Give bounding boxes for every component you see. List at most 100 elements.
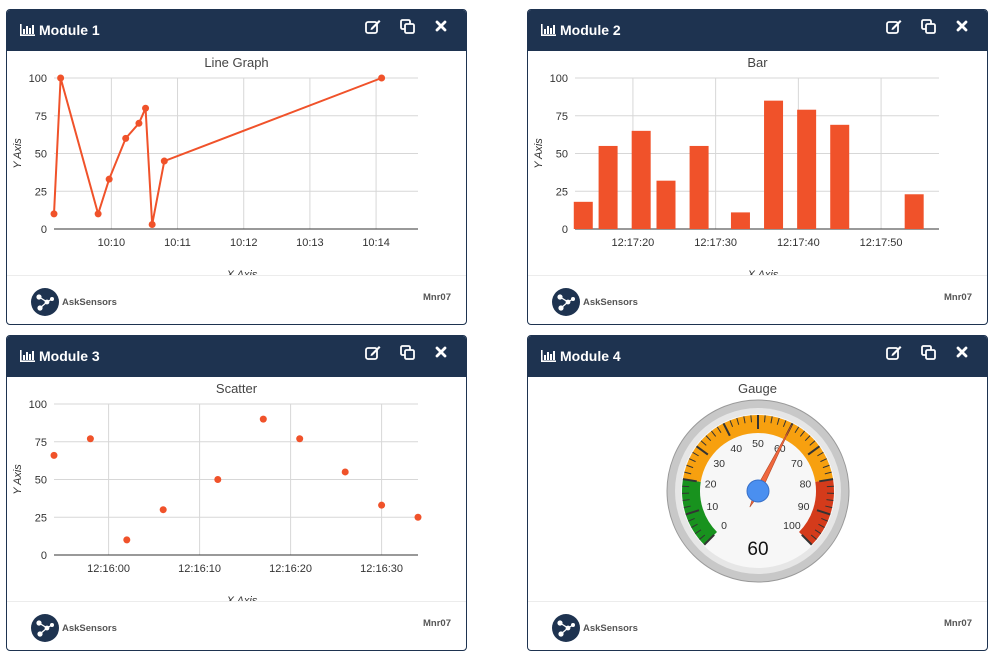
panel-footer: AskSensors Mnr07 xyxy=(528,601,987,650)
brand-name: AskSensors xyxy=(583,622,638,634)
panel-footer: AskSensors Mnr07 xyxy=(7,275,466,324)
close-button[interactable] xyxy=(945,19,979,41)
gauge-minor-tick xyxy=(809,440,816,446)
duplicate-icon xyxy=(399,345,415,360)
gauge-minor-tick xyxy=(763,415,766,423)
y-tick-label: 100 xyxy=(29,399,47,411)
footer-logo[interactable]: AskSensors xyxy=(31,288,117,316)
gauge-minor-tick xyxy=(818,523,825,529)
gauge-scale-label: 40 xyxy=(730,443,742,455)
footer-logo[interactable]: AskSensors xyxy=(552,614,638,642)
panel-body: Bar 0 25 50 75 100 12:17:20 12:17:30 12:17:40 12… xyxy=(528,51,987,275)
gauge-band xyxy=(682,479,717,545)
gauge-scale-label: 10 xyxy=(707,501,719,513)
duplicate-button[interactable] xyxy=(911,345,945,367)
y-tick-label: 25 xyxy=(35,512,47,524)
data-point xyxy=(159,506,167,514)
username: Mnr07 xyxy=(944,292,972,303)
panel-title-text: Module 3 xyxy=(39,348,100,364)
y-tick-label: 75 xyxy=(35,437,47,449)
x-axis-label: X Axis xyxy=(747,269,779,275)
data-point xyxy=(57,74,65,82)
gauge-minor-tick xyxy=(692,451,699,457)
brand-name: AskSensors xyxy=(62,296,117,308)
data-point xyxy=(94,210,102,218)
username: Mnr07 xyxy=(423,618,451,629)
gauge-minor-tick xyxy=(776,417,780,425)
gauge-value: 60 xyxy=(747,539,768,560)
panel-header: Module 2 xyxy=(528,10,987,51)
y-axis-label: Y Axis xyxy=(12,464,24,495)
bar xyxy=(764,100,784,230)
edit-button[interactable] xyxy=(877,345,911,367)
gauge-minor-tick xyxy=(810,534,817,540)
duplicate-button[interactable] xyxy=(390,19,424,41)
gauge-major-tick xyxy=(685,509,700,516)
module-2-panel: Module 2 Bar 0 25 50 75 100 12:17:20 12:17:30 1… xyxy=(527,9,988,325)
gauge-scale-label: 0 xyxy=(721,520,727,532)
duplicate-button[interactable] xyxy=(911,19,945,41)
gauge-minor-tick xyxy=(699,534,706,540)
gauge-minor-tick xyxy=(782,420,787,428)
gauge-minor-tick xyxy=(817,451,824,457)
asksensors-logo-icon xyxy=(31,288,59,316)
y-tick-label: 50 xyxy=(556,149,568,161)
gauge-scale-label: 30 xyxy=(713,458,725,470)
asksensors-logo-icon xyxy=(552,288,580,316)
close-button[interactable] xyxy=(945,345,979,367)
duplicate-icon xyxy=(920,19,936,34)
bar-chart-icon xyxy=(20,24,35,36)
edit-button[interactable] xyxy=(356,19,390,41)
data-point xyxy=(378,74,386,82)
panel-title-text: Module 4 xyxy=(560,348,621,364)
edit-button[interactable] xyxy=(356,345,390,367)
gauge-minor-tick xyxy=(825,505,833,509)
gauge-scale-label: 50 xyxy=(752,438,764,450)
username: Mnr07 xyxy=(944,618,972,629)
x-tick-label: 10:11 xyxy=(164,237,191,249)
gauge-minor-tick xyxy=(770,416,773,424)
data-point xyxy=(142,104,150,112)
close-icon xyxy=(956,20,968,32)
x-tick-label: 12:16:00 xyxy=(87,563,130,575)
bar xyxy=(631,130,651,229)
chart-title: Scatter xyxy=(215,381,258,396)
y-tick-label: 25 xyxy=(35,186,47,198)
gauge-minor-tick xyxy=(689,458,696,463)
gauge-minor-tick xyxy=(683,505,691,509)
data-point xyxy=(105,175,113,183)
duplicate-button[interactable] xyxy=(390,345,424,367)
x-tick-label: 10:14 xyxy=(362,237,390,249)
gauge-minor-tick xyxy=(794,426,800,434)
gauge-major-tick xyxy=(695,445,709,456)
gauge-major-tick xyxy=(807,445,821,456)
y-tick-label: 0 xyxy=(41,550,47,562)
data-point xyxy=(135,119,143,127)
data-point xyxy=(296,435,304,443)
close-button[interactable] xyxy=(424,19,458,41)
gauge-major-tick xyxy=(722,422,731,437)
bar-chart-icon xyxy=(541,350,556,362)
gauge-major-tick xyxy=(703,534,715,546)
gauge-band xyxy=(799,479,834,545)
gauge-scale-label: 80 xyxy=(800,478,812,490)
footer-logo[interactable]: AskSensors xyxy=(31,614,117,642)
bar xyxy=(904,194,924,229)
panel-header: Module 4 xyxy=(528,336,987,377)
panel-footer: AskSensors Mnr07 xyxy=(7,601,466,650)
y-tick-label: 100 xyxy=(29,73,47,85)
gauge-scale-label: 70 xyxy=(791,458,803,470)
close-button[interactable] xyxy=(424,345,458,367)
data-point xyxy=(259,415,267,423)
gauge-minor-tick xyxy=(743,416,746,424)
username: Mnr07 xyxy=(423,292,451,303)
close-icon xyxy=(435,346,447,358)
footer-logo[interactable]: AskSensors xyxy=(552,288,638,316)
bar xyxy=(656,180,676,229)
edit-button[interactable] xyxy=(877,19,911,41)
gauge-minor-tick xyxy=(691,523,698,529)
data-point xyxy=(50,451,58,459)
panel-header: Module 1 xyxy=(7,10,466,51)
bar xyxy=(830,124,850,229)
bar xyxy=(573,201,593,229)
